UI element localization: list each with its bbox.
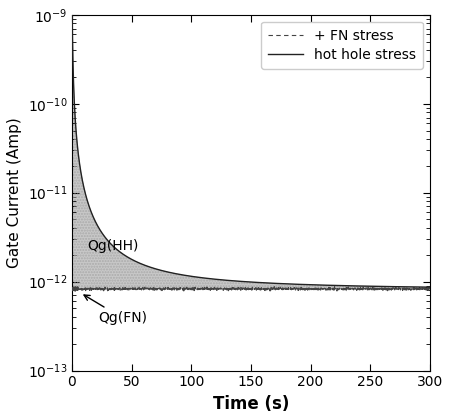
Line: + FN stress: + FN stress xyxy=(72,286,430,291)
+ FN stress xyxy=(72,284,77,289)
hot hole stress xyxy=(233,278,238,284)
Text: Qg(HH): Qg(HH) xyxy=(87,239,139,253)
hot hole stress xyxy=(70,41,75,46)
hot hole stress xyxy=(364,284,369,289)
+ FN stress xyxy=(70,286,75,291)
Y-axis label: Gate Current (Amp): Gate Current (Amp) xyxy=(7,117,22,268)
Line: hot hole stress: hot hole stress xyxy=(72,0,430,287)
+ FN stress xyxy=(364,287,369,292)
hot hole stress xyxy=(427,285,432,290)
+ FN stress xyxy=(158,287,164,292)
X-axis label: Time (s): Time (s) xyxy=(213,395,289,413)
+ FN stress xyxy=(72,289,78,294)
+ FN stress xyxy=(380,286,386,291)
Text: Qg(FN): Qg(FN) xyxy=(84,295,147,325)
+ FN stress xyxy=(69,286,75,291)
hot hole stress xyxy=(158,268,163,273)
hot hole stress xyxy=(380,284,386,289)
+ FN stress xyxy=(346,287,351,292)
hot hole stress xyxy=(346,283,351,288)
+ FN stress xyxy=(427,286,432,291)
+ FN stress xyxy=(233,287,238,292)
Legend: + FN stress, hot hole stress: + FN stress, hot hole stress xyxy=(261,22,423,69)
